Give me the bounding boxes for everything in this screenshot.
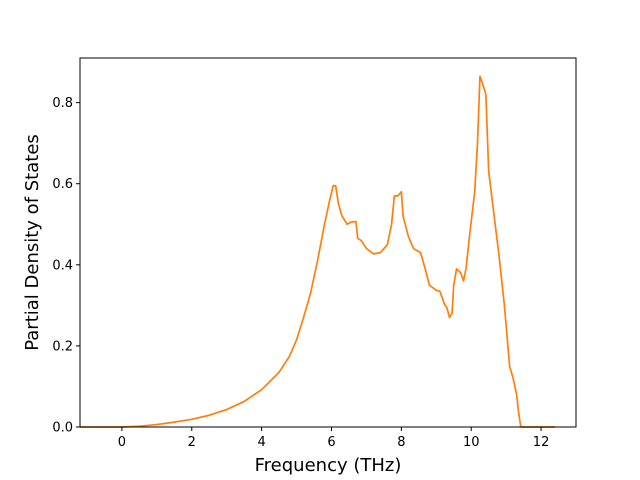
y-tick-label: 0.0 [52,421,73,436]
y-tick-label: 0.4 [52,258,73,273]
x-tick-label: 8 [397,435,405,450]
x-tick-label: 6 [327,435,335,450]
y-axis: 0.0 0.2 0.4 0.6 0.8 [52,96,80,436]
x-tick-label: 12 [533,435,550,450]
x-tick-label: 2 [188,435,196,450]
y-tick-label: 0.8 [52,96,73,111]
y-axis-label: Partial Density of States [22,134,43,351]
y-tick-label: 0.6 [52,177,73,192]
x-tick-label: 0 [118,435,126,450]
y-tick-label: 0.2 [52,339,73,354]
x-tick-label: 4 [257,435,265,450]
axes-frame [79,57,577,428]
x-tick-label: 10 [463,435,480,450]
pdos-series-line-0 [80,75,556,428]
plot-area [80,75,556,428]
x-axis: 0 2 4 6 8 10 12 [118,427,550,450]
x-axis-label: Frequency (THz) [255,455,402,476]
